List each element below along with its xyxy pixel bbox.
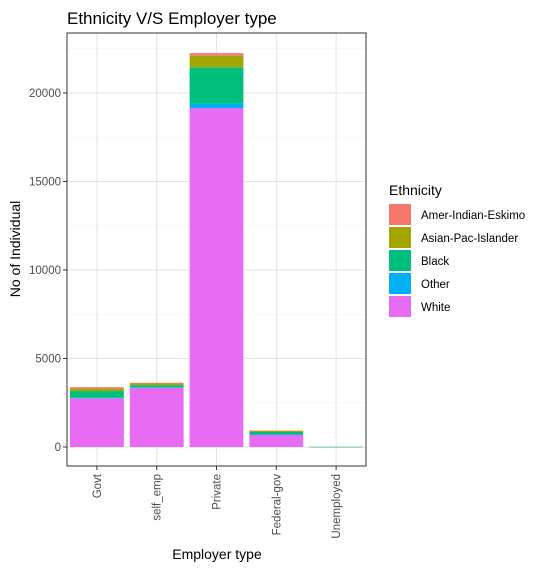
chart-title: Ethnicity V/S Employer type	[67, 9, 277, 28]
x-tick-label: Unemployed	[331, 474, 343, 539]
bar-segment-unemployed-black	[309, 446, 364, 448]
legend-label: White	[421, 302, 450, 314]
legend-title: Ethnicity	[389, 182, 442, 198]
bar-segment-self-emp-asian-pac-islander	[129, 383, 184, 386]
y-tick-label: 20000	[29, 88, 61, 100]
bar-segment-federal-gov-asian-pac-islander	[249, 430, 304, 432]
bar-segment-self-emp-black	[129, 385, 184, 388]
y-tick-label: 5000	[35, 354, 61, 366]
x-tick-label: Federal-gov	[271, 474, 283, 536]
legend-key	[389, 227, 411, 248]
legend-key	[389, 250, 411, 271]
legend: Ethnicity Amer-Indian-Eskimo Asian-Pac-Is…	[389, 182, 525, 317]
legend-key	[389, 296, 411, 317]
bar-segment-govt-other	[69, 397, 124, 399]
bar-segment-self-emp-white	[129, 387, 184, 447]
bar-segment-federal-gov-other	[249, 434, 304, 435]
x-axis-title: Employer type	[172, 546, 262, 562]
y-tick-label: 10000	[29, 265, 61, 277]
bar-segment-private-black	[189, 67, 244, 104]
bar-segment-private-amer-indian-eskimo	[189, 53, 244, 56]
x-tick-label: Private	[212, 474, 224, 510]
legend-label: Black	[421, 256, 449, 268]
bars	[69, 53, 364, 448]
y-axis: 0 5000 10000 15000 20000	[29, 88, 67, 454]
bar-segment-federal-gov-black	[249, 431, 304, 435]
bar-segment-govt-black	[69, 391, 124, 398]
legend-label: Asian-Pac-Islander	[421, 233, 518, 245]
panel-border	[66, 32, 367, 467]
bar-segment-self-emp-amer-indian-eskimo	[129, 382, 184, 384]
x-tick-label: Govt	[92, 473, 104, 498]
bar-segment-private-other	[189, 103, 244, 109]
bar-segment-govt-white	[69, 398, 124, 447]
y-tick-label: 0	[55, 442, 61, 454]
x-tick-label: self_emp	[152, 474, 164, 521]
legend-key	[389, 273, 411, 294]
bar-segment-federal-gov-amer-indian-eskimo	[249, 430, 304, 432]
bar-segment-private-white	[189, 108, 244, 448]
bar-segment-private-asian-pac-islander	[189, 55, 244, 68]
legend-label: Other	[421, 279, 450, 291]
y-axis-title: No of Individual	[7, 201, 23, 298]
bar-segment-self-emp-other	[129, 387, 184, 388]
bar-segment-govt-asian-pac-islander	[69, 388, 124, 392]
legend-key	[389, 204, 411, 225]
legend-label: Amer-Indian-Eskimo	[421, 210, 525, 222]
bar-segment-federal-gov-white	[249, 434, 304, 447]
y-tick-label: 15000	[29, 177, 61, 189]
x-axis: Govt self_emp Private Federal-gov Unemployed	[92, 466, 343, 539]
bar-segment-govt-amer-indian-eskimo	[69, 387, 124, 389]
